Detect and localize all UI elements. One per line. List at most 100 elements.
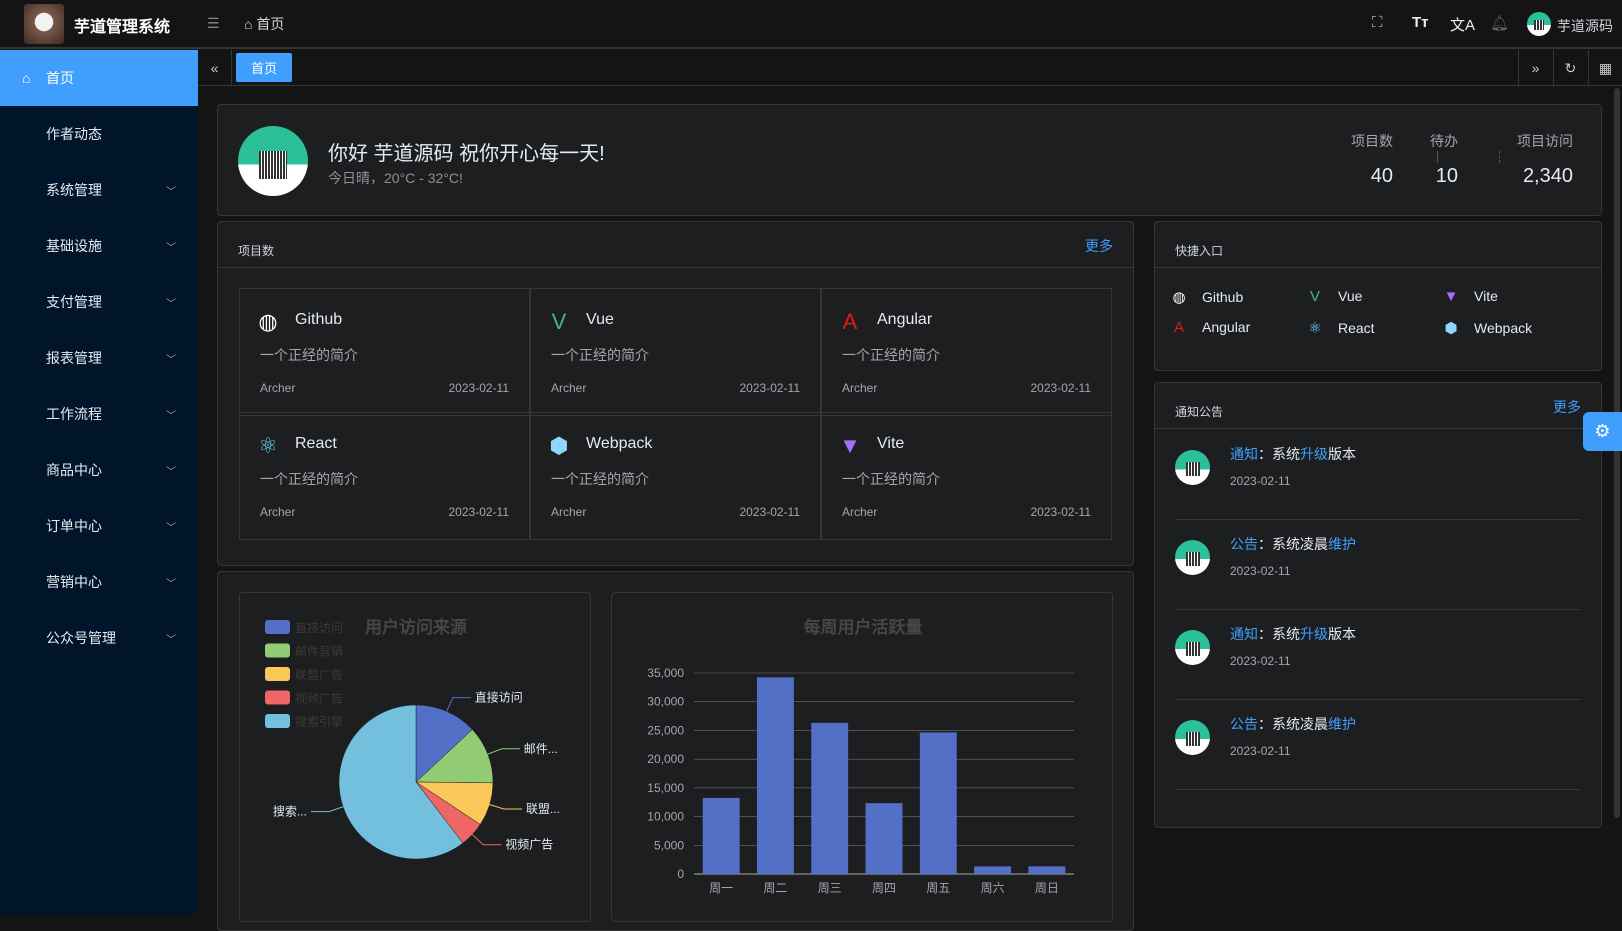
project-item[interactable]: A Angular 一个正经的简介 Archer 2023-02-11 [821,288,1112,416]
x-tick-label: 周日 [1035,881,1059,895]
refresh-icon[interactable]: ↻ [1553,50,1587,86]
y-tick-label: 35,000 [647,666,684,680]
charts-card: 用户访问来源 直接访问 邮件营销 联盟广告 视频广告 搜索引擎 直接访问 邮件... 联盟...… [217,571,1134,931]
sidebar-item[interactable]: 营销中心 ﹀ [0,554,198,610]
notice-title: 公告：系统凌晨维护 [1230,714,1356,734]
notice-item[interactable]: 通知：系统升级版本 2023-02-11 [1175,430,1581,520]
y-tick-label: 25,000 [647,723,684,737]
notice-avatar [1175,630,1210,665]
sidebar-item[interactable]: 公众号管理 ﹀ [0,610,198,666]
welcome-avatar [238,126,308,196]
sidebar-item[interactable]: 商品中心 ﹀ [0,442,198,498]
bell-icon[interactable]: 🔔︎ [1490,15,1510,32]
sidebar-item[interactable]: 基础设施 ﹀ [0,218,198,274]
shortcut-item[interactable]: A Angular [1170,319,1250,336]
bar [919,732,957,874]
notice-type[interactable]: 通知 [1230,626,1258,642]
notice-sep: ： [1258,626,1272,642]
legend-label: 邮件营销 [295,645,343,659]
shortcut-item[interactable]: ⬢ Webpack [1442,319,1532,337]
translate-icon[interactable]: 文A [1450,17,1476,34]
sidebar-item[interactable]: 报表管理 ﹀ [0,330,198,386]
notice-item[interactable]: 公告：系统凌晨维护 2023-02-11 [1175,520,1581,610]
y-tick-label: 0 [677,867,684,881]
project-item[interactable]: ⬢ Webpack 一个正经的简介 Archer 2023-02-11 [530,412,821,540]
notice-date: 2023-02-11 [1230,564,1291,578]
notice-type[interactable]: 公告 [1230,716,1258,732]
sidebar: ⌂ 首页 作者动态 系统管理 ﹀ 基础设施 ﹀ 支付管理 ﹀ 报表管理 ﹀ 工作流程 ﹀ 商品中心 ﹀ 订单中… [0,50,198,914]
project-name: Webpack [586,435,653,452]
tabs-bar: « 首页 » ↻ ▦ [198,50,1622,86]
x-tick-label: 周二 [763,881,787,895]
sidebar-item[interactable]: 支付管理 ﹀ [0,274,198,330]
slice-label: 视频广告 [505,837,553,852]
font-size-icon[interactable]: Tт [1412,14,1429,31]
bar [756,677,794,874]
shortcut-item[interactable]: ▼ Vite [1442,288,1498,305]
scroll-left-icon[interactable]: « [198,50,232,86]
menu-collapse-icon[interactable]: ☰ [207,15,220,31]
notice-title: 通知：系统升级版本 [1230,624,1356,644]
notice-type[interactable]: 通知 [1230,446,1258,462]
sidebar-item-label: 支付管理 [46,294,102,310]
notice-text: 系统凌晨 [1272,716,1328,732]
fullscreen-icon[interactable]: ⛶ [1372,14,1383,31]
settings-gear-icon[interactable]: ⚙ [1583,412,1622,451]
shortcut-item[interactable]: ◍ Github [1170,288,1243,306]
legend-swatch [265,690,290,705]
project-item[interactable]: V Vue 一个正经的简介 Archer 2023-02-11 [530,288,821,416]
notice-date: 2023-02-11 [1230,474,1291,488]
scrollbar[interactable] [1614,88,1620,818]
notice-item[interactable]: 通知：系统升级版本 2023-02-11 [1175,610,1581,700]
sidebar-item-label: 首页 [46,70,74,86]
notice-highlight: 维护 [1328,716,1356,732]
label-line [446,697,471,712]
logo [24,4,64,44]
project-item[interactable]: ▼ Vite 一个正经的简介 Archer 2023-02-11 [821,412,1112,540]
project-item[interactable]: ◍ Github 一个正经的简介 Archer 2023-02-11 [239,288,530,416]
chevron-down-icon: ﹀ [166,354,176,366]
weather: 今日晴，20°C - 32°C! [328,170,463,186]
user-name[interactable]: 芋道源码 [1557,18,1613,34]
scroll-right-icon[interactable]: » [1518,50,1552,86]
vue-icon: V [1309,288,1320,305]
tab-home[interactable]: 首页 [236,53,292,82]
project-date: 2023-02-11 [448,381,510,395]
sidebar-item[interactable]: ⌂ 首页 [0,50,198,106]
sidebar-item[interactable]: 工作流程 ﹀ [0,386,198,442]
project-desc: 一个正经的简介 [551,471,649,487]
legend-swatch [265,620,290,634]
notice-avatar [1175,720,1210,755]
webpack-icon: ⬢ [549,433,569,458]
label-line [310,806,344,813]
notice-text: 版本 [1328,626,1356,642]
notices-more-link[interactable]: 更多 [1553,399,1581,415]
grid-menu-icon[interactable]: ▦ [1588,50,1622,86]
pie-chart: 用户访问来源直接访问邮件营销联盟广告视频广告搜索引擎直接访问邮件...联盟...… [265,617,560,860]
project-desc: 一个正经的简介 [260,471,358,487]
projects-more-link[interactable]: 更多 [1085,238,1113,254]
shortcut-item[interactable]: ⚛ React [1306,319,1374,337]
shortcut-label: Vite [1474,288,1498,304]
x-tick-label: 周一 [709,881,733,895]
divider [1499,151,1500,163]
sidebar-item[interactable]: 系统管理 ﹀ [0,162,198,218]
breadcrumb[interactable]: ⌂ 首页 [244,14,284,34]
welcome-card: 你好 芋道源码 祝你开心每一天! 今日晴，20°C - 32°C! 项目数 40… [217,104,1602,216]
github-icon: ◍ [258,309,278,334]
user-avatar[interactable] [1527,12,1551,36]
sidebar-item-label: 基础设施 [46,238,102,254]
project-date: 2023-02-11 [448,505,510,519]
project-item[interactable]: ⚛ React 一个正经的简介 Archer 2023-02-11 [239,412,530,540]
header: 芋道管理系统 ☰ ⌂ 首页 ⛶ Tт 文A 🔔︎ 芋道源码 [0,0,1622,49]
shortcut-label: Webpack [1474,320,1533,336]
x-tick-label: 周六 [981,881,1005,895]
sidebar-item[interactable]: 作者动态 [0,106,198,162]
react-icon: ⚛ [1308,320,1322,337]
shortcut-item[interactable]: V Vue [1306,288,1362,305]
notice-item[interactable]: 公告：系统凌晨维护 2023-02-11 [1175,700,1581,790]
notice-type[interactable]: 公告 [1230,536,1258,552]
chevron-down-icon: ﹀ [166,634,176,646]
project-desc: 一个正经的简介 [842,471,940,487]
sidebar-item[interactable]: 订单中心 ﹀ [0,498,198,554]
